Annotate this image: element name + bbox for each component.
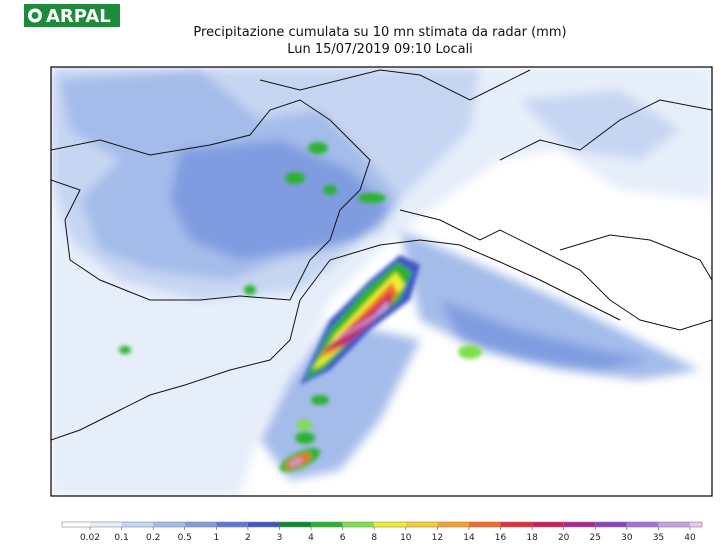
legend-swatch: [658, 522, 690, 527]
legend-label: 6: [340, 533, 346, 543]
map-subtitle: Lun 15/07/2019 09:10 Locali: [287, 42, 473, 57]
legend-bar-frame: [61, 521, 703, 528]
legend-label: 3: [277, 533, 283, 543]
logo-box: [24, 4, 120, 27]
legend-swatch: [468, 522, 501, 527]
legend-swatch: [500, 522, 533, 527]
legend-label: 4: [308, 533, 314, 543]
legend-swatch: [563, 522, 596, 527]
legend-swatch: [184, 522, 217, 527]
legend-label: 0.02: [80, 533, 100, 543]
legend-swatch: [342, 522, 375, 527]
legend-label: 40: [684, 533, 696, 543]
legend-swatch: [62, 522, 90, 527]
legend-swatch: [626, 522, 659, 527]
legend-swatch: [405, 522, 438, 527]
logo-icon-core: [31, 12, 39, 19]
legend-swatch: [247, 522, 280, 527]
legend-swatch: [121, 522, 154, 527]
legend-swatch: [595, 522, 627, 527]
map-frame: [50, 66, 713, 497]
legend-label: 10: [400, 533, 412, 543]
legend-swatch: [153, 522, 185, 527]
legend-label: 16: [495, 533, 507, 543]
legend-label: 2: [245, 533, 251, 543]
legend-label: 8: [371, 533, 377, 543]
logo: ARPAL: [24, 4, 120, 27]
legend-label: 0.2: [146, 533, 160, 543]
legend-label: 0.1: [114, 533, 128, 543]
legend-label: 20: [558, 533, 570, 543]
legend-swatch: [374, 522, 406, 527]
legend-swatch: [532, 522, 564, 527]
legend-swatch: [216, 522, 248, 527]
legend-label: 0.5: [178, 533, 192, 543]
legend-swatch: [279, 522, 312, 527]
legend-label: 12: [432, 533, 443, 543]
legend-swatch: [311, 522, 343, 527]
legend-label: 30: [621, 533, 633, 543]
legend-swatch: [437, 522, 469, 527]
map-title: Precipitazione cumulata su 10 mn stimata…: [193, 25, 566, 40]
legend-swatch: [690, 522, 702, 527]
legend-label: 1: [213, 533, 219, 543]
legend-label: 14: [463, 533, 475, 543]
legend-swatch: [90, 522, 122, 527]
logo-text: ARPAL: [46, 6, 111, 27]
radar-field: [51, 67, 712, 496]
legend-label: 35: [653, 533, 664, 543]
legend-label: 25: [590, 533, 601, 543]
legend-label: 18: [526, 533, 538, 543]
color-legend: 0.02 0.1 0.2 0.5 1 2 3 4 6 8 10 12 14 16 18 20 25 30 35 40: [61, 521, 703, 543]
